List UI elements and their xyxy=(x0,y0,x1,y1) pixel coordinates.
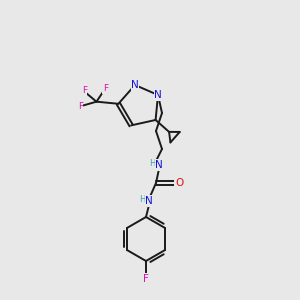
Text: N: N xyxy=(154,90,162,100)
Text: N: N xyxy=(145,196,153,206)
Text: F: F xyxy=(103,84,108,93)
Text: H: H xyxy=(149,160,155,169)
Text: N: N xyxy=(155,160,163,170)
Text: N: N xyxy=(131,80,139,90)
Text: F: F xyxy=(82,86,87,95)
Text: O: O xyxy=(175,178,183,188)
Text: F: F xyxy=(143,274,149,284)
Text: H: H xyxy=(139,196,145,205)
Text: F: F xyxy=(78,102,83,111)
